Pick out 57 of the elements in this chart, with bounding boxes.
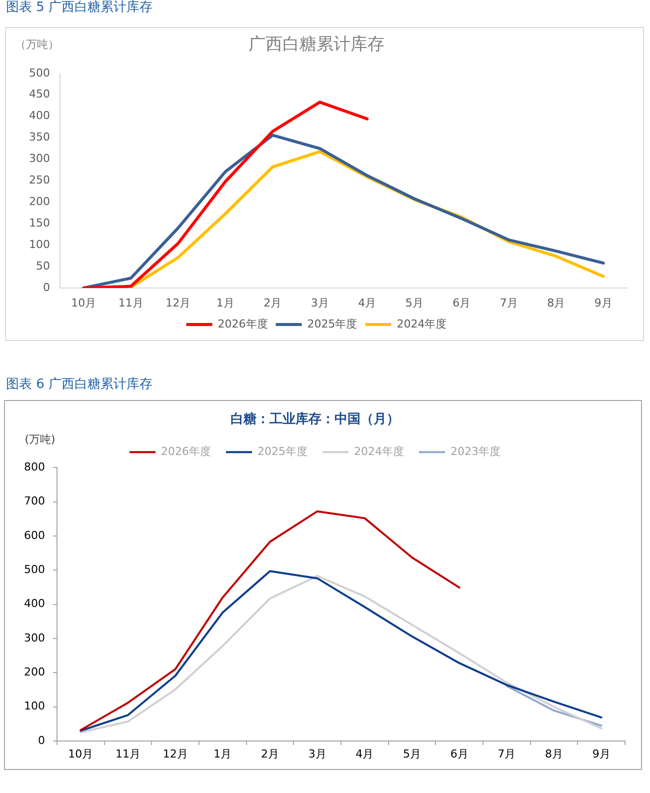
y-tick-label: 50	[36, 259, 50, 272]
x-tick-label: 7月	[498, 747, 516, 760]
y-axis-title: （万吨）	[15, 38, 59, 51]
x-tick-label: 1月	[216, 296, 234, 310]
x-tick-label: 10月	[71, 296, 96, 310]
x-tick-label: 8月	[545, 747, 563, 760]
chart-title: 白糖：工业库存：中国（月）	[230, 411, 400, 428]
legend-label: 2026年度	[218, 317, 268, 330]
chart-title: 广西白糖累计库存	[248, 34, 384, 55]
x-tick-label: 11月	[116, 747, 140, 760]
legend-label: 2026年度	[161, 444, 212, 458]
text: 图表 5 广西白糖累计库存	[6, 0, 153, 16]
y-tick-label: 250	[29, 174, 50, 187]
legend-label: 2023年度	[450, 444, 500, 458]
y-tick-label: 450	[29, 88, 50, 101]
y-tick-label: 400	[29, 109, 50, 122]
y-tick-label: 200	[24, 666, 45, 679]
y-tick-label: 350	[29, 130, 50, 144]
x-tick-label: 2月	[261, 747, 279, 760]
legend-label: 2024年度	[354, 444, 404, 458]
x-tick-label: 3月	[310, 296, 329, 310]
x-tick-label: 6月	[450, 747, 468, 760]
x-tick-label: 9月	[592, 747, 610, 760]
x-tick-label: 12月	[162, 747, 188, 760]
y-tick-label: 150	[29, 216, 50, 230]
x-tick-label: 2月	[264, 296, 282, 310]
y-tick-label: 300	[29, 152, 50, 166]
x-tick-label: 5月	[403, 747, 421, 760]
x-tick-label: 4月	[356, 747, 374, 760]
y-tick-label: 100	[29, 238, 50, 251]
y-tick-label: 500	[24, 562, 45, 576]
x-tick-label: 7月	[500, 296, 518, 310]
x-tick-label: 3月	[308, 747, 326, 760]
text: 图表 6 广西白糖累计库存	[6, 377, 153, 393]
legend-label: 2025年度	[307, 317, 358, 330]
x-tick-label: 5月	[405, 296, 424, 310]
x-tick-label: 12月	[166, 296, 191, 310]
y-tick-label: 100	[24, 700, 45, 713]
legend-label: 2024年度	[396, 317, 447, 330]
y-tick-label: 700	[24, 494, 45, 508]
y-tick-label: 500	[29, 66, 50, 80]
y-tick-label: 200	[29, 195, 50, 208]
y-axis-title: (万吨)	[24, 432, 56, 446]
x-tick-label: 1月	[214, 747, 232, 760]
y-tick-label: 300	[24, 631, 45, 644]
x-tick-label: 11月	[118, 296, 144, 310]
y-tick-label: 0	[43, 280, 50, 294]
y-tick-label: 400	[24, 597, 45, 610]
y-tick-label: 600	[24, 528, 45, 542]
x-tick-label: 8月	[547, 296, 566, 310]
x-tick-label: 9月	[594, 296, 612, 310]
x-tick-label: 4月	[358, 296, 376, 310]
y-tick-label: 0	[38, 734, 45, 747]
legend-label: 2025年度	[258, 444, 308, 458]
x-tick-label: 6月	[452, 296, 471, 310]
x-tick-label: 10月	[68, 747, 94, 760]
y-tick-label: 800	[24, 460, 45, 474]
